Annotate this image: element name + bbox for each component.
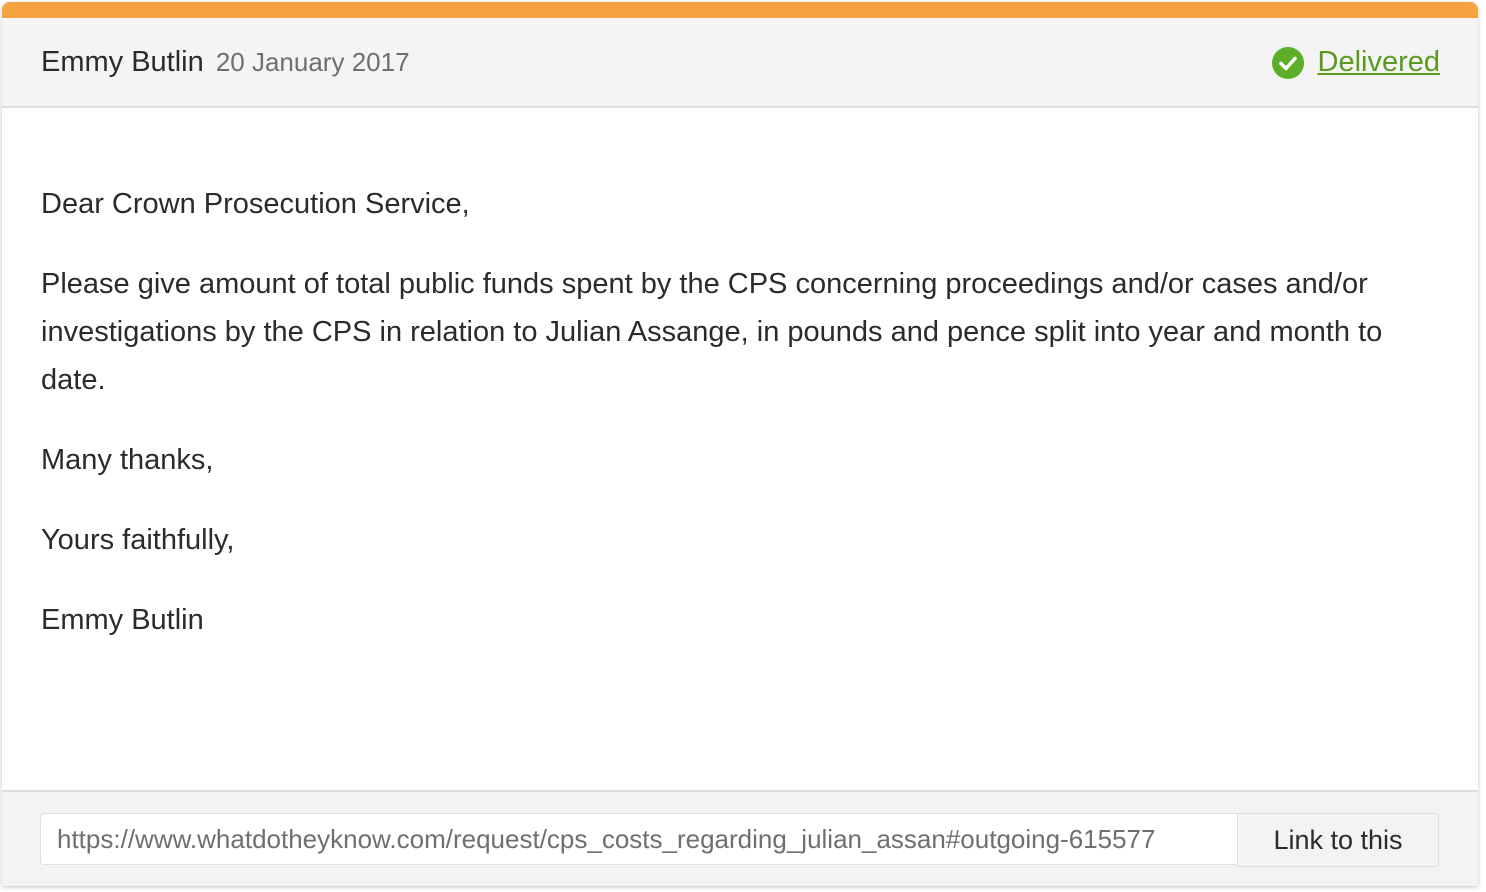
- author-name: Emmy Butlin: [41, 46, 204, 78]
- message-footer: https://www.whatdotheyknow.com/request/c…: [2, 790, 1478, 886]
- delivered-link[interactable]: Delivered: [1317, 46, 1441, 78]
- message-body: Dear Crown Prosecution Service, Please g…: [2, 108, 1478, 780]
- thanks: Many thanks,: [41, 444, 214, 476]
- message-author: Emmy Butlin 20 January 2017: [41, 46, 410, 79]
- link-to-this-button[interactable]: Link to this: [1237, 813, 1439, 867]
- message-date: 20 January 2017: [215, 47, 410, 77]
- check-circle-icon: [1271, 46, 1304, 79]
- message-header: Emmy Butlin 20 January 2017 Delivered: [2, 18, 1478, 108]
- accent-bar: [2, 2, 1478, 18]
- signature: Emmy Butlin: [41, 604, 204, 636]
- request-text: Please give amount of total public funds…: [41, 268, 1383, 396]
- closing: Yours faithfully,: [41, 524, 235, 556]
- delivery-status[interactable]: Delivered: [1271, 46, 1441, 79]
- permalink-field[interactable]: https://www.whatdotheyknow.com/request/c…: [40, 813, 1237, 865]
- salutation: Dear Crown Prosecution Service,: [41, 188, 470, 220]
